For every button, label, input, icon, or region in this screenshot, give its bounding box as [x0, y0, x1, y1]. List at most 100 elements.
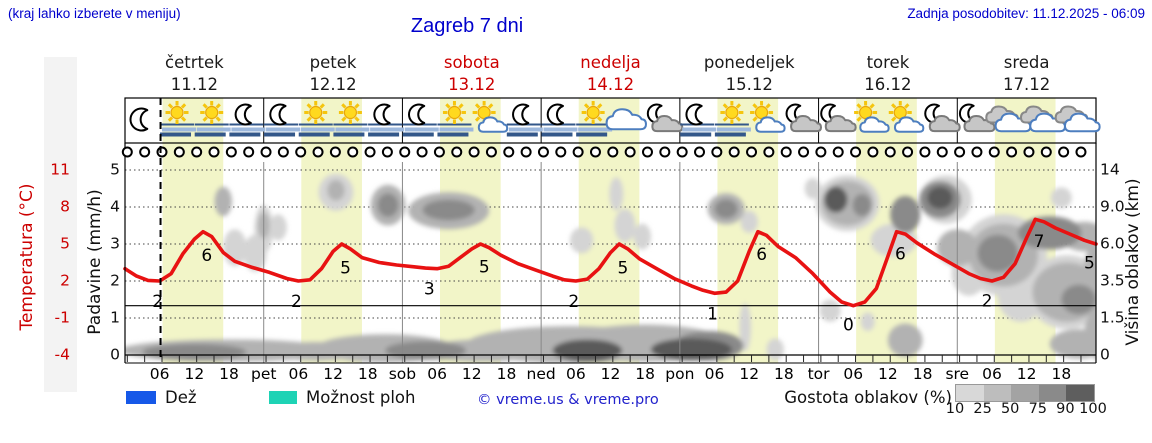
weather-icon-sun-fog	[298, 101, 335, 137]
cloud-blob	[852, 194, 872, 217]
temp-value-label: 5	[1084, 254, 1095, 274]
precip-marker	[277, 146, 289, 158]
sun-ray	[445, 103, 451, 109]
sun-ray	[856, 103, 862, 109]
showers-legend-swatch	[269, 391, 297, 404]
sun-disc	[170, 105, 184, 120]
fog-icon-line	[264, 132, 296, 137]
density-segment	[1038, 385, 1067, 401]
moon-crescent	[408, 103, 426, 126]
x-axis-label: 18	[358, 365, 378, 383]
precip-marker	[988, 146, 1000, 158]
day-date: 11.12	[170, 75, 218, 94]
day-name: ponedeljek	[703, 53, 795, 72]
sun-ray	[180, 103, 187, 109]
moon-crescent	[373, 103, 391, 126]
day-name: četrtek	[165, 53, 224, 72]
precip-marker	[832, 146, 844, 158]
x-axis-label: ned	[527, 365, 556, 383]
precip-marker	[711, 146, 723, 158]
precip-marker	[902, 146, 914, 158]
temp-value-label: 1	[707, 304, 718, 324]
fog-icon-line	[404, 127, 439, 132]
sun-ray	[354, 103, 360, 109]
precip-marker	[381, 146, 393, 158]
day-name: nedelja	[580, 53, 641, 72]
sun-ray	[488, 103, 494, 109]
sun-ray	[752, 103, 758, 109]
sun-disc	[725, 105, 739, 120]
temp-value-label: 5	[479, 257, 490, 277]
sun-ray	[735, 103, 742, 109]
cloud-shape	[1063, 112, 1101, 133]
fog-icon-line	[541, 132, 573, 137]
density-segment	[1066, 385, 1094, 401]
moon-crescent	[269, 103, 287, 126]
fog-icon-line	[194, 123, 229, 126]
cloud-blob	[650, 338, 732, 361]
precip-marker	[364, 146, 376, 158]
precip-marker	[485, 146, 497, 158]
daylight-band	[301, 98, 362, 363]
x-axis-label: 18	[774, 365, 794, 383]
x-axis-label: sob	[389, 365, 416, 383]
fog-icon-line	[162, 127, 197, 132]
temp-value-label: 5	[618, 258, 629, 278]
sun-ray	[474, 103, 481, 109]
sun-ray	[167, 103, 174, 109]
day-name: sobota	[443, 53, 500, 72]
temp-axis-strip	[44, 57, 77, 392]
temp-value-label: 3	[424, 279, 435, 299]
weather-icon-moon-cloud	[958, 103, 996, 133]
cloud-shape	[790, 114, 823, 133]
precip-marker	[225, 146, 237, 158]
cloud-blob	[1049, 329, 1096, 359]
fog-icon-line	[543, 127, 578, 132]
x-axis-label: 18	[497, 365, 517, 383]
weather-icon-moon-fog	[506, 103, 543, 137]
weather-icon-moon-cloud	[924, 103, 961, 133]
cloud-height-tick-label: 14	[1100, 160, 1120, 179]
day-date: 12.12	[309, 75, 357, 94]
x-axis-label: 06	[427, 365, 447, 383]
cloud-shape	[651, 114, 684, 133]
weather-icon-sun-cloud	[854, 101, 890, 133]
temp-value-label: 2	[568, 292, 579, 312]
fog-icon-line	[439, 127, 474, 132]
fog-icon-line	[160, 123, 195, 126]
precip-marker	[763, 146, 775, 158]
cloud-shape	[893, 116, 925, 133]
precip-tick-label: 3	[110, 234, 120, 253]
temp-tick-label: -1	[54, 308, 70, 327]
precip-marker	[433, 146, 445, 158]
fog-icon-line	[680, 132, 712, 137]
x-axis-label: 12	[462, 365, 482, 383]
density-tick-label: 90	[1056, 401, 1075, 417]
weather-icon-moon-cloud	[820, 103, 857, 133]
weather-icon-clouds	[1054, 105, 1101, 133]
density-segment	[956, 385, 984, 401]
fog-icon-line	[402, 132, 434, 137]
sun-ray	[354, 116, 360, 122]
sun-ray	[891, 103, 897, 109]
temp-value-label: 6	[756, 245, 767, 265]
copyright-link[interactable]: © vreme.us & vreme.pro	[477, 392, 659, 408]
x-axis-label: 12	[601, 365, 621, 383]
weather-icon-moon-fog	[680, 103, 717, 137]
precip-marker	[139, 146, 151, 158]
temp-value-label: 6	[895, 244, 906, 264]
daylight-band	[439, 98, 501, 363]
fog-icon-line	[682, 127, 717, 132]
x-axis-label: sre	[945, 365, 969, 383]
precip-marker	[1023, 146, 1035, 158]
weather-icon-sun-fog	[576, 101, 613, 137]
sun-ray	[583, 116, 590, 122]
weather-icon-sun-fog	[333, 101, 370, 137]
showers-legend-label: Možnost ploh	[306, 388, 416, 407]
cloud-shape	[928, 114, 961, 133]
density-tick-label: 100	[1079, 401, 1107, 417]
x-axis-label: 18	[635, 365, 655, 383]
weather-icon-moon-fog	[368, 103, 405, 137]
precip-marker	[676, 146, 688, 158]
fog-icon-line	[576, 132, 608, 137]
